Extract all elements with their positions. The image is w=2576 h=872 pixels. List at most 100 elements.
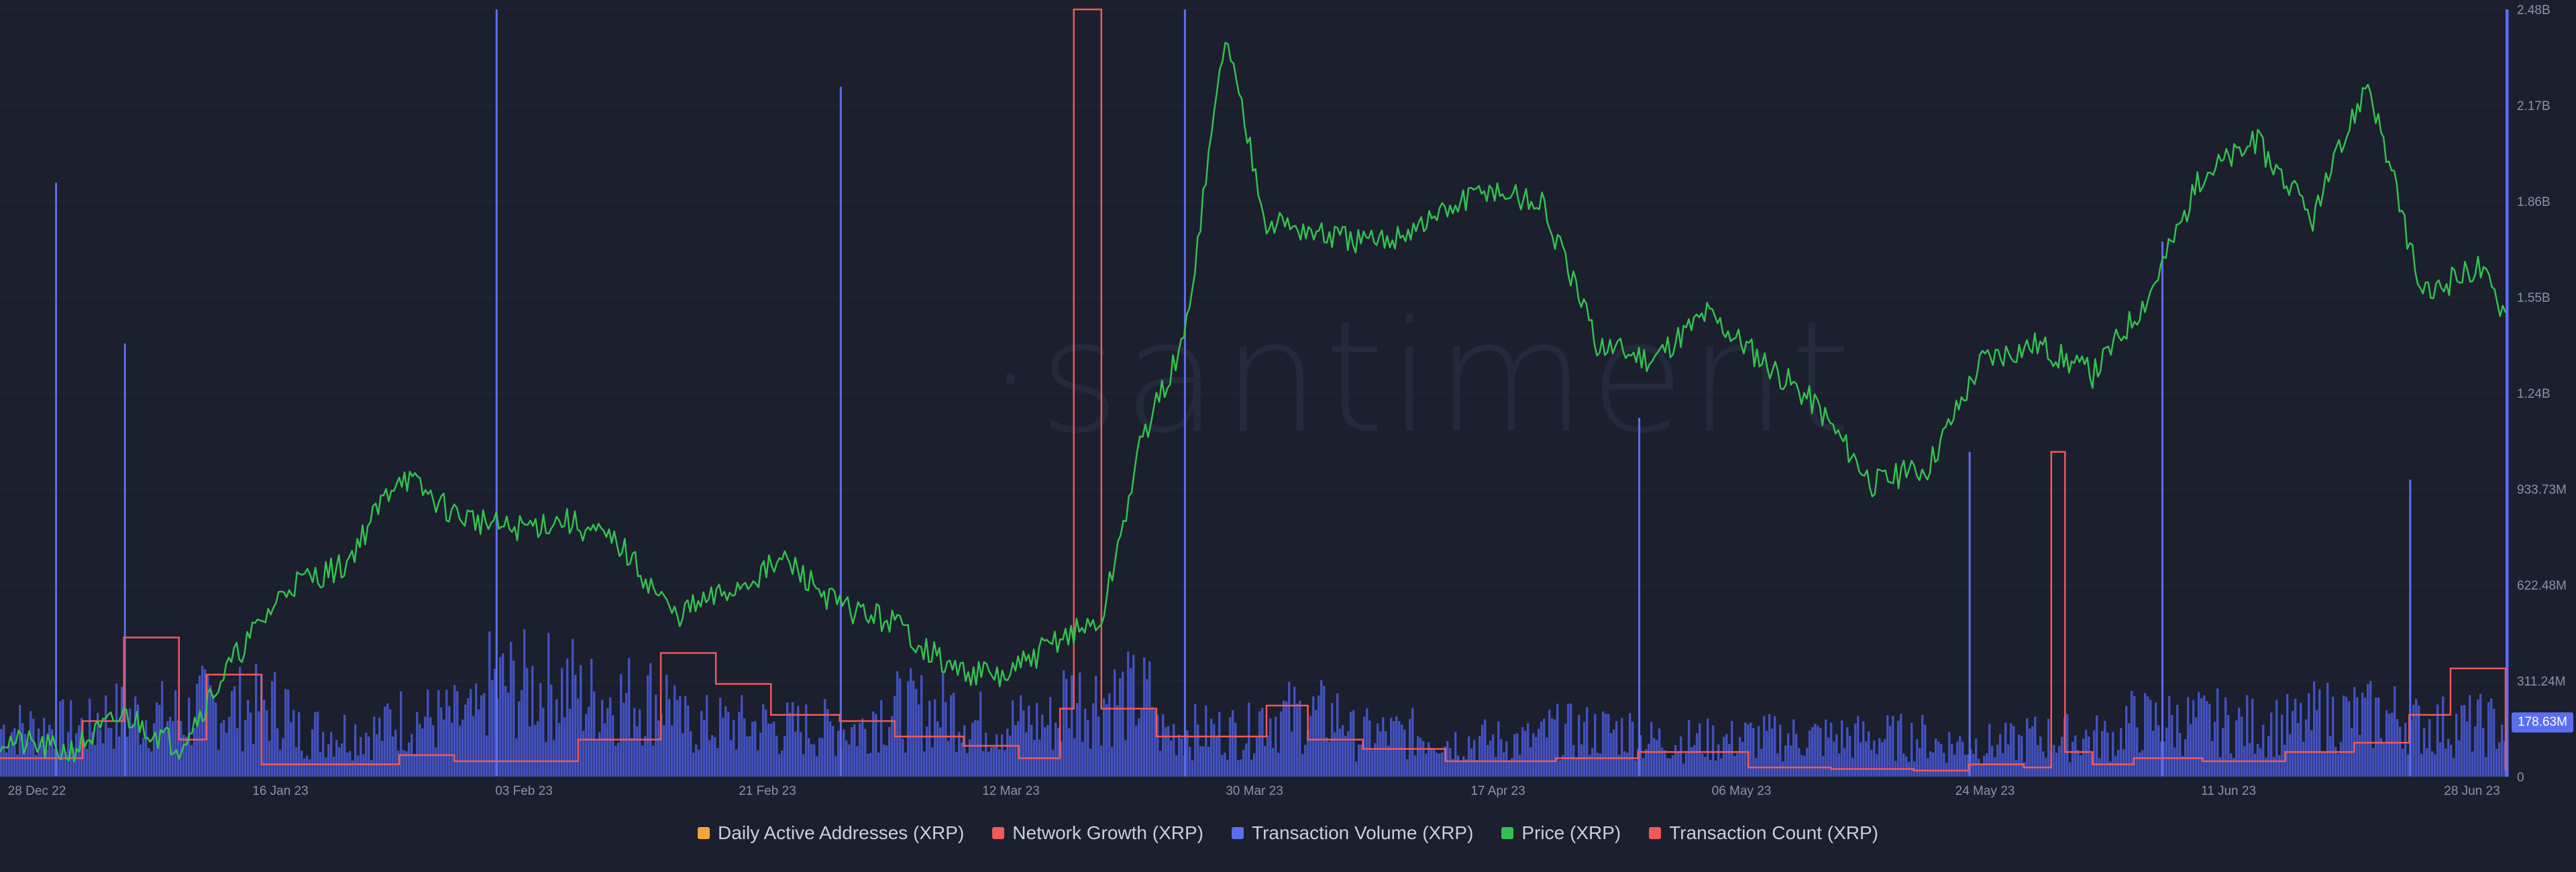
volume-bar bbox=[781, 751, 784, 777]
volume-bar bbox=[1750, 722, 1752, 777]
volume-bar bbox=[1602, 711, 1605, 777]
volume-bar bbox=[515, 738, 518, 777]
volume-bar bbox=[220, 722, 223, 777]
volume-bar bbox=[2262, 724, 2265, 777]
volume-bar bbox=[1570, 703, 1572, 777]
volume-bar bbox=[1768, 714, 1771, 777]
volume-bar bbox=[730, 740, 733, 777]
volume-bar bbox=[284, 689, 287, 777]
x-tick-label: 12 Mar 23 bbox=[982, 784, 1040, 798]
volume-bar bbox=[690, 731, 692, 777]
volume-bar bbox=[1256, 737, 1258, 777]
legend-item-daily-active-addresses[interactable]: Daily Active Addresses (XRP) bbox=[698, 822, 964, 844]
volume-bar bbox=[942, 672, 945, 777]
volume-bar bbox=[2230, 753, 2233, 777]
legend-item-transaction-volume[interactable]: Transaction Volume (XRP) bbox=[1232, 822, 1473, 844]
volume-bar bbox=[2200, 698, 2203, 777]
volume-bar bbox=[1189, 747, 1191, 777]
volume-bar bbox=[1216, 737, 1218, 777]
volume-bar bbox=[467, 698, 470, 777]
volume-bar bbox=[2072, 741, 2074, 777]
volume-bar bbox=[2080, 755, 2082, 777]
volume-bar bbox=[880, 700, 883, 777]
volume-bar bbox=[1640, 734, 1642, 777]
volume-bar bbox=[1296, 703, 1299, 777]
x-tick-label: 16 Jan 23 bbox=[252, 784, 308, 798]
volume-bar bbox=[1057, 728, 1060, 777]
volume-bar bbox=[504, 686, 507, 777]
volume-bar bbox=[2047, 718, 2050, 777]
legend-item-transaction-count[interactable]: Transaction Count (XRP) bbox=[1649, 822, 1878, 844]
volume-bar bbox=[1065, 679, 1068, 777]
volume-bar bbox=[470, 689, 472, 777]
volume-bar bbox=[191, 745, 193, 777]
volume-bar bbox=[1280, 711, 1283, 777]
volume-bar bbox=[832, 726, 835, 777]
volume-bar bbox=[1862, 721, 1865, 777]
volume-bar bbox=[1956, 741, 1959, 777]
volume-bar bbox=[1226, 759, 1229, 777]
volume-bar bbox=[885, 745, 888, 777]
volume-bar bbox=[437, 690, 440, 777]
volume-bar bbox=[904, 753, 907, 777]
x-tick-label: 06 May 23 bbox=[1712, 784, 1772, 798]
volume-bar bbox=[1318, 695, 1320, 777]
volume-bar bbox=[1830, 722, 1833, 777]
volume-bar bbox=[2090, 753, 2093, 777]
volume-bar bbox=[2458, 740, 2461, 777]
volume-bar bbox=[2224, 697, 2227, 777]
volume-bar bbox=[518, 701, 521, 777]
volume-bar bbox=[453, 685, 456, 777]
volume-bar bbox=[2380, 738, 2383, 777]
volume-bar bbox=[826, 709, 829, 777]
volume-bar bbox=[341, 743, 343, 777]
volume-bar bbox=[1363, 716, 1366, 777]
volume-bar bbox=[2104, 720, 2106, 777]
volume-bar bbox=[1988, 724, 1991, 777]
volume-bar bbox=[947, 741, 950, 777]
volume-bar bbox=[698, 749, 700, 777]
volume-bar bbox=[153, 723, 156, 777]
volume-bar bbox=[1449, 748, 1452, 777]
volume-bar bbox=[963, 725, 966, 777]
volume-bar bbox=[161, 681, 164, 777]
legend-item-price[interactable]: Price (XRP) bbox=[1501, 822, 1621, 844]
volume-bar bbox=[362, 754, 365, 777]
volume-bar bbox=[1838, 753, 1841, 777]
volume-bar bbox=[1733, 756, 1736, 777]
volume-bar bbox=[969, 739, 971, 777]
legend-item-network-growth[interactable]: Network Growth (XRP) bbox=[992, 822, 1203, 844]
volume-bar bbox=[617, 742, 620, 777]
volume-bar bbox=[1457, 755, 1460, 777]
volume-bar bbox=[735, 749, 738, 777]
volume-bar bbox=[1803, 755, 1806, 777]
volume-bar bbox=[2364, 698, 2367, 777]
volume-bar bbox=[2066, 714, 2069, 777]
volume-bar bbox=[335, 740, 338, 777]
volume-bar bbox=[231, 690, 233, 777]
volume-bar bbox=[1419, 737, 1422, 777]
volume-bar bbox=[700, 710, 703, 777]
network-growth-line-layer bbox=[0, 8, 2507, 772]
volume-bar bbox=[1972, 753, 1975, 777]
volume-bar bbox=[295, 747, 298, 777]
volume-bar bbox=[987, 751, 990, 777]
volume-bar bbox=[555, 699, 558, 777]
volume-bar bbox=[1766, 730, 1768, 777]
volume-bar bbox=[2004, 722, 2007, 777]
volume-bar bbox=[1653, 738, 1656, 777]
volume-bar bbox=[682, 733, 684, 777]
volume-bar bbox=[1049, 697, 1052, 777]
volume-bar bbox=[384, 706, 386, 777]
volume-bar bbox=[1779, 724, 1782, 777]
volume-bar bbox=[381, 741, 384, 777]
volume-bar bbox=[1701, 753, 1704, 777]
volume-bar bbox=[1154, 710, 1157, 777]
volume-bar bbox=[1645, 749, 1648, 777]
volume-bar bbox=[459, 725, 462, 777]
volume-bar bbox=[97, 712, 99, 777]
volume-bar bbox=[1092, 703, 1095, 777]
volume-bar bbox=[1336, 693, 1339, 777]
volume-bar bbox=[2490, 698, 2493, 777]
volume-bar bbox=[54, 748, 56, 777]
